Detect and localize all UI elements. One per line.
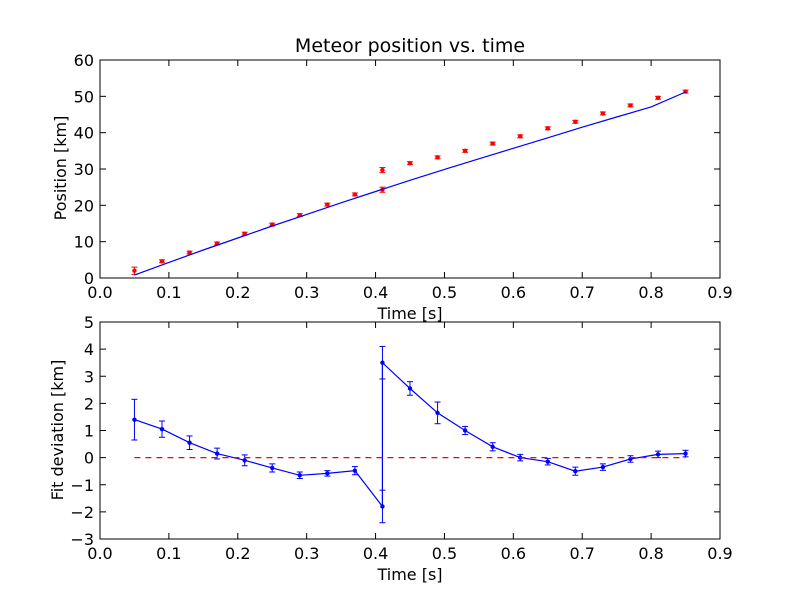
- data-point: [490, 141, 495, 146]
- data-point: [159, 426, 165, 432]
- data-point: [380, 360, 385, 365]
- x-tick-label: 0.6: [501, 544, 526, 563]
- data-point: [187, 440, 192, 445]
- x-tick-label: 0.0: [87, 283, 112, 302]
- data-point: [352, 192, 358, 197]
- data-point: [655, 95, 661, 100]
- y-axis-title: Fit deviation [km]: [48, 360, 67, 501]
- x-tick-label: 0.0: [87, 544, 112, 563]
- data-point: [325, 471, 330, 476]
- deviation-chart: 0.0 0.1 0.2 0.3 0.4 0.5 0.6 0.7 0.8 0.9 −3 −2 −1 0 1 2…: [48, 313, 733, 584]
- position-chart: Meteor position vs. time 0.0 0.1 0.2 0.3 0.4…: [51, 35, 733, 323]
- data-point: [545, 126, 550, 131]
- y-tick-label: 50: [74, 87, 94, 106]
- x-tick-label: 0.1: [156, 283, 181, 302]
- data-point: [325, 202, 330, 207]
- data-point: [187, 250, 192, 255]
- data-point: [600, 464, 606, 470]
- x-tick-label: 0.8: [638, 283, 663, 302]
- y-axis-ticks: −3 −2 −1 0 1 2 3 4 5: [70, 313, 720, 549]
- data-point: [573, 119, 578, 124]
- data-point: [462, 428, 468, 433]
- chart-title: Meteor position vs. time: [295, 35, 525, 57]
- x-tick-label: 0.4: [363, 544, 388, 563]
- data-point: [407, 386, 413, 391]
- data-point: [435, 155, 440, 160]
- y-tick-label: 5: [84, 313, 94, 332]
- x-tick-label: 0.9: [707, 283, 732, 302]
- y-tick-label: 0: [84, 269, 94, 288]
- x-axis-title: Time [s]: [376, 304, 442, 323]
- x-tick-label: 0.4: [363, 283, 388, 302]
- data-point: [159, 259, 165, 264]
- y-axis-title: Position [km]: [51, 116, 70, 221]
- y-tick-label: 10: [74, 233, 94, 252]
- data-point: [132, 417, 137, 422]
- data-point: [600, 111, 606, 116]
- plot-area: [131, 89, 689, 276]
- data-point: [270, 465, 275, 471]
- data-point: [462, 148, 468, 154]
- y-tick-label: 1: [84, 422, 94, 441]
- data-point: [490, 444, 495, 449]
- x-tick-label: 0.5: [432, 544, 457, 563]
- x-tick-label: 0.6: [501, 283, 526, 302]
- y-tick-label: 3: [84, 367, 94, 386]
- data-point: [518, 134, 523, 139]
- y-tick-label: 0: [84, 449, 94, 468]
- data-point: [214, 451, 220, 456]
- x-tick-label: 0.9: [707, 544, 732, 563]
- y-tick-label: 20: [74, 196, 94, 215]
- x-tick-label: 0.8: [638, 544, 663, 563]
- x-tick-label: 0.7: [569, 544, 594, 563]
- data-point: [297, 473, 302, 478]
- data-point: [683, 451, 688, 456]
- data-point: [242, 458, 247, 463]
- deviation-line: [134, 361, 686, 509]
- x-axis-title: Time [s]: [376, 565, 442, 584]
- plot-area: [131, 345, 689, 524]
- y-tick-label: −2: [70, 503, 94, 522]
- data-point: [573, 468, 578, 474]
- fit-line: [134, 91, 686, 276]
- x-axis-ticks: 0.0 0.1 0.2 0.3 0.4 0.5 0.6 0.7 0.8 0.9: [87, 322, 733, 563]
- x-tick-label: 0.7: [569, 283, 594, 302]
- y-tick-label: 2: [84, 394, 94, 413]
- x-tick-label: 0.2: [225, 544, 250, 563]
- data-point: [380, 167, 385, 173]
- y-tick-label: 60: [74, 51, 94, 70]
- plot-frame: [99, 59, 721, 279]
- x-axis-ticks: 0.0 0.1 0.2 0.3 0.4 0.5 0.6 0.7 0.8 0.9: [87, 60, 733, 302]
- y-axis-ticks: 0 10 20 30 40 50 60: [74, 51, 720, 288]
- data-point: [655, 452, 661, 457]
- data-point: [407, 160, 413, 166]
- y-tick-label: 4: [84, 340, 94, 359]
- data-point: [352, 468, 358, 473]
- data-point: [380, 504, 385, 509]
- x-tick-label: 0.3: [294, 283, 319, 302]
- x-tick-label: 0.2: [225, 283, 250, 302]
- y-tick-label: −3: [70, 530, 94, 549]
- y-tick-label: 30: [74, 160, 94, 179]
- y-tick-label: 40: [74, 124, 94, 143]
- data-point: [132, 268, 137, 273]
- x-tick-label: 0.1: [156, 544, 181, 563]
- x-tick-label: 0.3: [294, 544, 319, 563]
- y-tick-label: −1: [70, 476, 94, 495]
- plot-frame: [99, 321, 721, 540]
- data-point: [435, 410, 440, 416]
- data-point: [628, 103, 633, 108]
- x-tick-label: 0.5: [432, 283, 457, 302]
- data-point: [545, 459, 550, 464]
